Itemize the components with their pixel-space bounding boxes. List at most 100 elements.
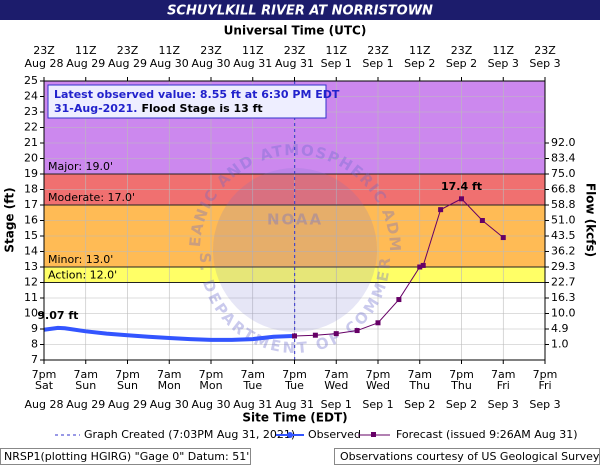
y-axis-title: Stage (ft)	[3, 187, 17, 252]
forecast-point	[312, 332, 318, 338]
y2-tick-label: 22.7	[551, 276, 576, 289]
x-tick-date: Aug 29	[108, 398, 147, 411]
x-tick-date: Sep 3	[529, 398, 560, 411]
x-tick-day: Wed	[324, 379, 348, 392]
y-tick-label: 18	[24, 183, 38, 196]
y-tick-label: 22	[24, 121, 38, 134]
y2-tick-label: 29.3	[551, 260, 576, 273]
threshold-label: Minor: 13.0'	[48, 253, 113, 266]
y-tick-label: 10	[24, 307, 38, 320]
x-tick-label: 7pm	[366, 368, 391, 381]
x2-tick-label: 23Z	[117, 44, 139, 57]
forecast-point	[375, 320, 381, 326]
y-tick-label: 8	[31, 338, 38, 351]
forecast-point	[420, 262, 426, 268]
x2-tick-label: 23Z	[367, 44, 389, 57]
forecast-point	[333, 331, 339, 337]
x2-tick-date: Sep 2	[404, 57, 435, 70]
y2-tick-label: 16.3	[551, 291, 576, 304]
footer-left: NRSP1(plotting HGIRG) "Gage 0" Datum: 51…	[4, 450, 249, 463]
y2-tick-label: 43.5	[551, 229, 576, 242]
x-tick-label: 7pm	[533, 368, 558, 381]
x2-tick-date: Sep 3	[488, 57, 519, 70]
y2-tick-label: 4.9	[551, 322, 569, 335]
y-tick-label: 11	[24, 291, 38, 304]
x2-tick-date: Aug 29	[66, 57, 105, 70]
forecast-point	[354, 328, 360, 334]
x-tick-day: Thu	[450, 379, 472, 392]
forecast-point	[479, 218, 485, 223]
y-tick-label: 23	[24, 105, 38, 118]
x2-tick-date: Aug 29	[108, 57, 147, 70]
forecast-point	[396, 297, 402, 303]
legend-observed: Observed	[308, 428, 361, 441]
y-tick-label: 7	[31, 353, 38, 366]
threshold-label: Major: 19.0'	[48, 160, 113, 173]
x-tick-date: Aug 30	[192, 398, 231, 411]
x-tick-label: 7pm	[449, 368, 474, 381]
y-tick-label: 21	[24, 136, 38, 149]
x-tick-label: 7am	[241, 368, 265, 381]
forecast-point	[292, 333, 297, 339]
x-tick-date: Aug 31	[233, 398, 272, 411]
x-tick-date: Aug 30	[150, 398, 189, 411]
x2-tick-date: Aug 31	[233, 57, 272, 70]
y-tick-label: 12	[24, 276, 38, 289]
x2-tick-label: 11Z	[325, 44, 347, 57]
x2-tick-label: 23Z	[200, 44, 222, 57]
top-axis-title: Universal Time (UTC)	[224, 24, 367, 38]
x-tick-date: Aug 29	[66, 398, 105, 411]
plot-border	[43, 80, 546, 361]
legend-forecast-marker	[371, 432, 376, 437]
series-line	[294, 198, 504, 337]
x2-tick-label: 11Z	[242, 44, 264, 57]
x-tick-day: Mon	[158, 379, 181, 392]
y-tick-label: 25	[24, 74, 38, 87]
info-line-1: Latest observed value: 8.55 ft at 6:30 P…	[54, 88, 340, 101]
x-tick-label: 7am	[157, 368, 181, 381]
x-tick-day: Fri	[497, 379, 510, 392]
y-tick-label: 20	[24, 152, 38, 165]
y-tick-label: 19	[24, 167, 38, 180]
y2-tick-label: 75.0	[551, 167, 576, 180]
footer-right: Observations courtesy of US Geological S…	[340, 450, 600, 463]
legend-graph-created: Graph Created (7:03PM Aug 31, 2021)	[84, 428, 295, 441]
y2-tick-label: 83.4	[551, 152, 576, 165]
y2-tick-label: 51.0	[551, 214, 576, 227]
x-tick-label: 7am	[324, 368, 348, 381]
watermark-center: NOAA	[267, 211, 323, 229]
x-tick-date: Sep 3	[488, 398, 519, 411]
info-line-2: 31-Aug-2021. Flood Stage is 13 ft	[54, 102, 263, 115]
x-tick-date: Aug 31	[275, 398, 314, 411]
x-tick-label: 7pm	[115, 368, 140, 381]
x2-tick-date: Sep 2	[446, 57, 477, 70]
x-tick-date: Sep 1	[321, 398, 352, 411]
x2-tick-label: 23Z	[534, 44, 556, 57]
x2-tick-label: 11Z	[158, 44, 180, 57]
forecast-point	[417, 264, 423, 270]
x2-tick-date: Aug 28	[25, 57, 64, 70]
x-tick-label: 7am	[74, 368, 98, 381]
x-tick-day: Sun	[75, 379, 96, 392]
x-tick-day: Tue	[242, 379, 262, 392]
overlay: Latest observed value: 8.55 ft at 6:30 P…	[47, 84, 340, 119]
x-tick-date: Sep 2	[404, 398, 435, 411]
y2-tick-label: 66.8	[551, 183, 576, 196]
y2-tick-label: 92.0	[551, 136, 576, 149]
x-tick-day: Sun	[117, 379, 138, 392]
x2-tick-label: 11Z	[409, 44, 431, 57]
y-tick-label: 9	[31, 322, 38, 335]
title-bar	[0, 0, 600, 20]
x2-tick-date: Aug 30	[150, 57, 189, 70]
annotation: 17.4 ft	[441, 180, 482, 193]
y2-tick-label: 10.0	[551, 307, 576, 320]
x-tick-label: 7pm	[199, 368, 224, 381]
x2-tick-label: 11Z	[492, 44, 514, 57]
x2-tick-date: Aug 31	[275, 57, 314, 70]
x-tick-day: Tue	[284, 379, 304, 392]
x2-tick-label: 23Z	[284, 44, 306, 57]
x-tick-day: Thu	[408, 379, 430, 392]
info-box	[47, 84, 327, 119]
x-tick-date: Sep 1	[362, 398, 393, 411]
